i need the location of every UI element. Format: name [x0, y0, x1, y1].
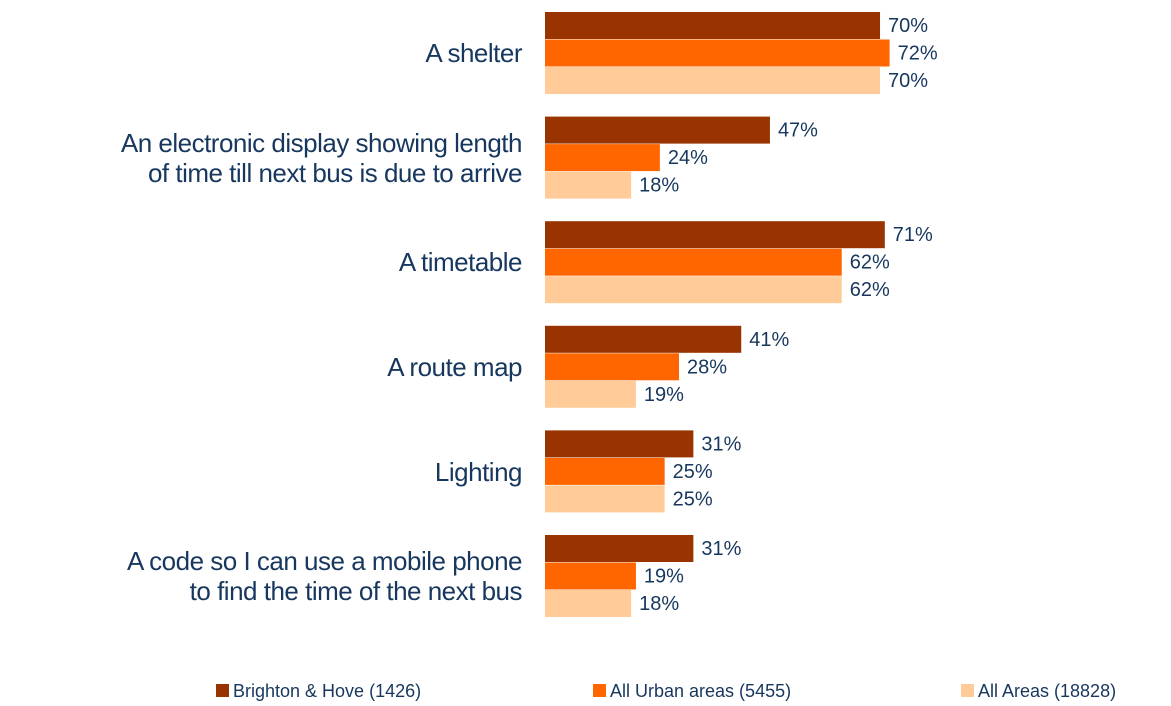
value-label: 18%	[639, 175, 679, 197]
bar	[545, 562, 636, 590]
bar	[545, 325, 742, 353]
bar	[545, 276, 842, 304]
category-label: An electronic display showing length of …	[120, 127, 523, 188]
category-label: A shelter	[425, 38, 522, 69]
bar	[545, 39, 890, 67]
category-label: A route map	[387, 352, 522, 383]
bar	[545, 353, 680, 381]
value-label: 71%	[893, 224, 933, 246]
category-label: A code so I can use a mobile phone to fi…	[127, 546, 522, 607]
legend-swatch	[593, 684, 606, 697]
value-label: 62%	[850, 252, 890, 274]
value-label: 62%	[850, 279, 890, 301]
value-label: 24%	[668, 147, 708, 169]
value-label: 19%	[644, 384, 684, 406]
value-label: 41%	[749, 329, 789, 351]
value-label: 31%	[701, 538, 741, 560]
bar	[545, 144, 660, 172]
bar	[545, 430, 694, 458]
legend-swatch	[961, 684, 974, 697]
category-label: Lighting	[434, 456, 523, 487]
value-label: 18%	[639, 593, 679, 615]
legend-swatch	[216, 684, 229, 697]
value-label: 72%	[898, 43, 938, 65]
bar	[545, 116, 770, 144]
legend-label: Brighton & Hove (1426)	[233, 681, 421, 701]
bar	[545, 485, 665, 513]
bar	[545, 67, 881, 94]
value-label: 19%	[644, 566, 684, 588]
value-label: 25%	[673, 488, 713, 510]
category-label: A timetable	[398, 247, 523, 278]
value-label: 28%	[687, 356, 727, 378]
bar	[545, 221, 885, 249]
value-label: 31%	[701, 433, 741, 455]
value-label: 47%	[778, 120, 818, 142]
bar	[545, 248, 842, 276]
bar	[545, 535, 694, 562]
value-label: 70%	[888, 70, 928, 92]
bar	[545, 171, 632, 199]
bar	[545, 380, 636, 408]
legend-label: All Urban areas (5455)	[610, 681, 791, 701]
bar	[545, 12, 881, 39]
bar	[545, 590, 632, 617]
legend-label: All Areas (18828)	[978, 681, 1116, 701]
value-label: 25%	[673, 461, 713, 483]
bar	[545, 457, 665, 485]
value-label: 70%	[888, 15, 928, 37]
